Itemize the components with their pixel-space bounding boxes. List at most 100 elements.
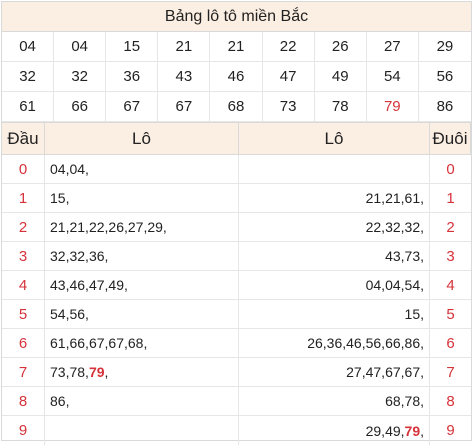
loto-number: 22, — [88, 219, 109, 235]
loto-number: 43, — [50, 277, 70, 293]
lo-right-cell: 43, 73, — [239, 242, 430, 271]
loto-number: 86, — [404, 335, 424, 351]
dau-digit: 3 — [2, 242, 45, 271]
lo-left-cell: 54, 56, — [45, 300, 239, 329]
dau-digit: 2 — [2, 213, 45, 242]
loto-number: 36, — [326, 335, 347, 351]
loto-number: 04, — [365, 277, 386, 293]
result-number: 27 — [366, 32, 419, 62]
loto-number: 49, — [108, 277, 128, 293]
duoi-digit: 7 — [430, 358, 471, 387]
lo-right-cell: 15, — [239, 300, 430, 329]
header-duoi: Đuôi — [430, 123, 471, 155]
lo-left-cell: 15, — [45, 184, 239, 213]
loto-number: 47, — [88, 277, 109, 293]
loto-number: 49, — [385, 422, 405, 439]
result-number: 04 — [2, 32, 55, 62]
result-number: 15 — [106, 32, 159, 62]
loto-number: 68, — [127, 335, 148, 351]
loto-number: 04, — [50, 161, 70, 177]
loto-number: 27, — [127, 219, 148, 235]
lo-left-cell: 32, 32, 36, — [45, 242, 239, 271]
loto-grid: Đầu Lô Lô Đuôi 0 04, 04, 0 1 15, 21, 21, 61, 1… — [2, 122, 471, 445]
loto-number: 67, — [88, 335, 109, 351]
loto-number: 32, — [404, 219, 424, 235]
loto-number: 67, — [385, 364, 405, 380]
duoi-digit: 9 — [446, 422, 455, 439]
result-number: 47 — [262, 62, 315, 92]
result-number: 73 — [262, 92, 315, 122]
dau-digit: 1 — [2, 184, 45, 213]
result-number: 86 — [418, 92, 471, 122]
result-number: 32 — [54, 62, 107, 92]
loto-number: 21, — [365, 190, 386, 206]
result-number: 49 — [314, 62, 367, 92]
result-number: 21 — [210, 32, 263, 62]
loto-number: 27, — [346, 364, 366, 380]
dau-digit: 0 — [2, 155, 45, 184]
result-number: 26 — [314, 32, 367, 62]
result-number: 46 — [210, 62, 263, 92]
loto-number: 21, — [69, 219, 89, 235]
lo-left-cell: 61, 66, 67, 67, 68, — [45, 329, 239, 358]
duoi-digit: 1 — [430, 184, 471, 213]
loto-number: 79 — [88, 364, 105, 380]
loto-number: 22, — [365, 219, 386, 235]
result-number: 32 — [2, 62, 55, 92]
loto-number: 54, — [404, 277, 424, 293]
dau-digit: 7 — [2, 358, 45, 387]
loto-number: 32, — [385, 219, 405, 235]
lo-left-cell: 04, 04, — [45, 155, 239, 184]
loto-number: 47, — [365, 364, 386, 380]
loto-number: 46, — [69, 277, 89, 293]
loto-number: 29, — [365, 422, 386, 439]
lo-right-cell: 27, 47, 67, 67, — [239, 358, 430, 387]
loto-number: 67, — [404, 364, 424, 380]
header-lo-left: Lô — [45, 123, 239, 155]
dau-digit: 4 — [2, 271, 45, 300]
result-number: 61 — [2, 92, 55, 122]
lo-right-cell: 04, 04, 54, — [239, 271, 430, 300]
loto-number: 68, — [385, 393, 405, 409]
result-number: 36 — [106, 62, 159, 92]
duoi-digit: 6 — [430, 329, 471, 358]
lo-right-cell: 68, 78, — [239, 387, 430, 416]
loto-number: 26, — [108, 219, 128, 235]
lo-right-cell — [239, 155, 430, 184]
loto-number: 46, — [346, 335, 366, 351]
lo-left-cell — [45, 416, 239, 445]
result-number: 21 — [158, 32, 211, 62]
table-title: Bảng lô tô miền Bắc — [2, 2, 471, 32]
loto-number: 78, — [69, 364, 89, 380]
lo-left-cell: 43, 46, 47, 49, — [45, 271, 239, 300]
loto-number: 36, — [88, 248, 109, 264]
result-number: 79 — [366, 92, 419, 122]
result-number: 78 — [314, 92, 367, 122]
header-lo-right: Lô — [239, 123, 430, 155]
loto-number: 04, — [385, 277, 405, 293]
loto-number: , — [104, 364, 109, 380]
loto-number: 61, — [50, 335, 70, 351]
result-number: 43 — [158, 62, 211, 92]
result-number: 04 — [54, 32, 107, 62]
loto-number: 15, — [50, 190, 70, 206]
loto-number: , — [420, 422, 424, 439]
loto-number: 21, — [385, 190, 405, 206]
loto-number: 66, — [385, 335, 405, 351]
result-number: 54 — [366, 62, 419, 92]
loto-number: 73, — [50, 364, 70, 380]
loto-number: 79 — [404, 422, 421, 439]
lo-left-cell: 73, 78, 79, — [45, 358, 239, 387]
result-number: 67 — [158, 92, 211, 122]
loto-number: 43, — [385, 248, 405, 264]
loto-number: 73, — [404, 248, 424, 264]
loto-number: 54, — [50, 306, 70, 322]
dau-digit: 9 — [2, 416, 45, 445]
loto-number: 04, — [69, 161, 89, 177]
duoi-digit: 8 — [430, 387, 471, 416]
result-number: 22 — [262, 32, 315, 62]
result-number: 67 — [106, 92, 159, 122]
loto-number: 32, — [69, 248, 89, 264]
dau-digit: 5 — [2, 300, 45, 329]
